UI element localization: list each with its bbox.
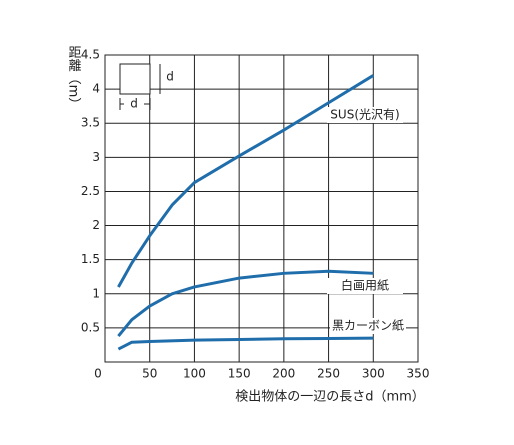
y-tick-label: 1.5 [81,252,100,266]
series-label: 白画用紙 [341,278,389,293]
y-tick-label: 3 [92,150,100,164]
series-label: 黒カーボン紙 [332,318,404,333]
series-line [117,336,374,351]
y-tick-label: 2.5 [81,184,100,198]
x-tick-label: 300 [362,367,385,381]
x-tick-label: 100 [183,367,206,381]
y-tick-label: 2 [92,218,100,232]
series-line [117,269,374,338]
series-line [117,74,375,288]
label-bg [327,278,403,294]
inset-label: d [166,70,174,84]
x-tick-label: 350 [407,367,430,381]
series-label: SUS(光沢有) [330,108,399,122]
x-axis-label: 検出物体の一辺の長さd（mm） [235,390,425,405]
x-tick-label: 0 [94,367,102,381]
y-tick-label: 1 [92,286,100,300]
plot-frame [104,54,419,363]
label-bg [327,107,403,123]
y-axis-label: 距離（m） [66,46,82,111]
y-tick-label: 4.5 [81,48,100,62]
label-bg [330,318,406,334]
y-tick-label: 4 [92,82,100,96]
x-tick-label: 250 [317,367,340,381]
y-tick-label: 0.5 [81,320,100,334]
inset: d d [119,63,174,111]
inset-bg [124,97,144,111]
x-tick-label: 150 [228,367,251,381]
x-tick-label: 50 [142,367,157,381]
y-tick-label: 3.5 [81,116,100,130]
x-tick-label: 200 [272,367,295,381]
inset-label: d [130,97,138,111]
inset-square [119,63,151,95]
